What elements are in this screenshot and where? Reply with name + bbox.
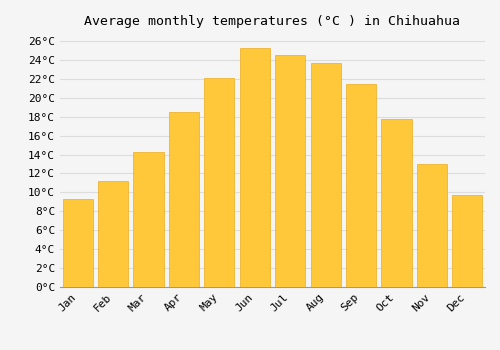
Bar [134, 152, 164, 287]
Bar [240, 48, 270, 287]
Bar [98, 181, 128, 287]
Bar [346, 84, 376, 287]
Title: Average monthly temperatures (°C ) in Chihuahua: Average monthly temperatures (°C ) in Ch… [84, 15, 460, 28]
Bar [452, 195, 482, 287]
Bar [417, 164, 447, 287]
Bar [310, 63, 340, 287]
Bar [204, 78, 234, 287]
Bar [169, 112, 199, 287]
Bar [382, 119, 412, 287]
Bar [62, 199, 93, 287]
Bar [275, 55, 306, 287]
